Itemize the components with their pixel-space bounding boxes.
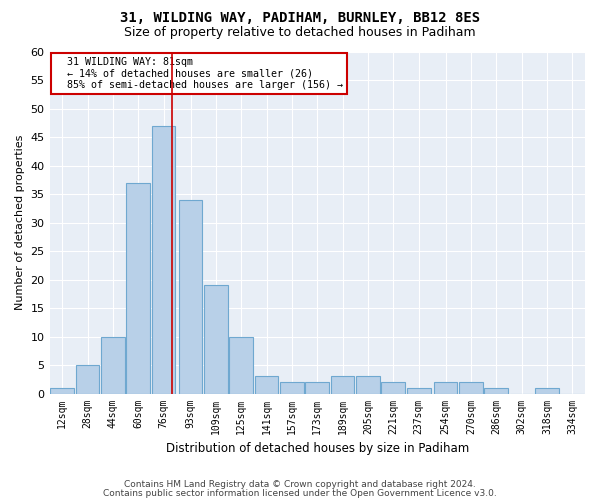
Text: 31, WILDING WAY, PADIHAM, BURNLEY, BB12 8ES: 31, WILDING WAY, PADIHAM, BURNLEY, BB12 … [120,11,480,25]
Bar [254,376,278,394]
Bar [280,382,304,394]
Y-axis label: Number of detached properties: Number of detached properties [15,135,25,310]
Bar [434,382,457,394]
Bar [484,388,508,394]
Text: Size of property relative to detached houses in Padiham: Size of property relative to detached ho… [124,26,476,39]
Bar [179,200,202,394]
Bar [535,388,559,394]
Bar [204,285,228,394]
Bar [407,388,431,394]
Bar [76,365,100,394]
Text: Contains HM Land Registry data © Crown copyright and database right 2024.: Contains HM Land Registry data © Crown c… [124,480,476,489]
Bar [459,382,483,394]
Bar [50,388,74,394]
Bar [305,382,329,394]
Bar [382,382,405,394]
Bar [331,376,355,394]
Bar [101,336,125,394]
Bar [152,126,175,394]
Bar [127,182,150,394]
Text: Contains public sector information licensed under the Open Government Licence v3: Contains public sector information licen… [103,489,497,498]
Bar [229,336,253,394]
X-axis label: Distribution of detached houses by size in Padiham: Distribution of detached houses by size … [166,442,469,455]
Text: 31 WILDING WAY: 81sqm
  ← 14% of detached houses are smaller (26)
  85% of semi-: 31 WILDING WAY: 81sqm ← 14% of detached … [55,56,343,90]
Bar [356,376,380,394]
